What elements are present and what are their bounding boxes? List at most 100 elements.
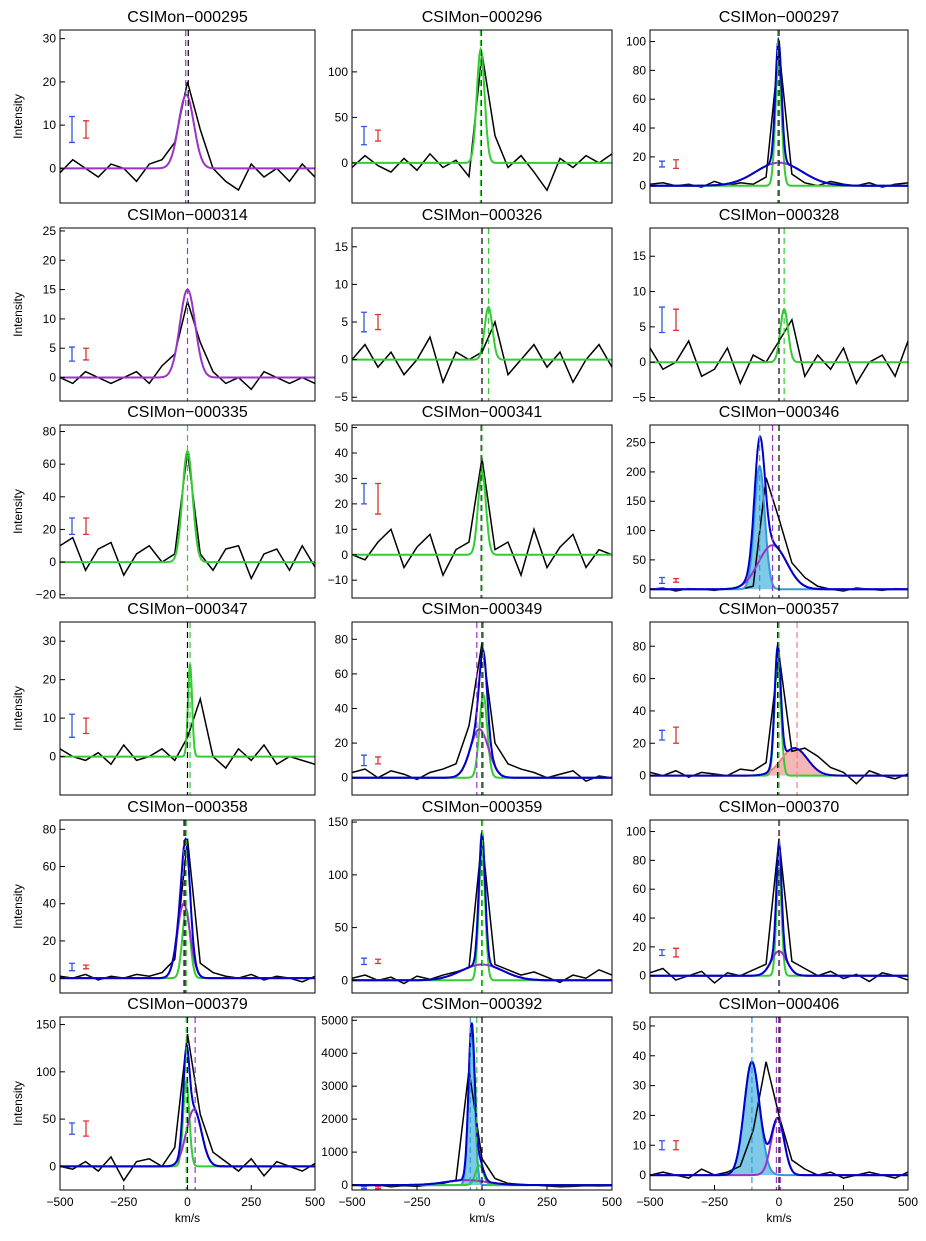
y-tick-label: 60 [633,672,647,686]
component-fit [352,468,612,556]
y-tick-label: 0 [341,1178,348,1192]
y-tick-label: 20 [43,522,57,536]
x-tick-label: 250 [833,1195,853,1209]
y-tick-label: 10 [335,522,349,536]
y-tick-label: 0 [49,555,56,569]
spectrum [352,53,612,192]
panel-title: CSIMon−000370 [719,799,840,816]
y-tick-label: 50 [335,421,349,435]
y-tick-label: 0 [341,353,348,367]
y-tick-label: 80 [43,822,57,836]
panel-title: CSIMon−000349 [422,601,543,618]
spectrum [650,838,908,984]
panel-title: CSIMon−000357 [719,601,840,618]
component-fit [352,46,612,164]
y-tick-label: 20 [43,673,57,687]
error-bar [659,1140,665,1151]
y-tick-label: 40 [633,1049,647,1063]
error-bar [69,115,75,144]
x-tick-label: −250 [110,1195,137,1209]
plot-area [352,1017,612,1190]
y-tick-label: 5 [341,315,348,329]
y-tick-label: 0 [639,355,646,369]
plot-frame [351,227,613,402]
y-tick-label: 40 [43,897,57,911]
x-tick-label: 250 [241,1195,261,1209]
y-tick-label: 100 [626,825,646,839]
error-bar [83,347,89,361]
plot-frame [649,819,909,994]
error-bar [375,482,381,515]
error-bar [673,308,679,332]
y-tick-label: 20 [335,497,349,511]
error-bar [375,313,381,331]
y-tick-label: 4000 [321,1046,348,1060]
x-tick-label: 500 [602,1195,622,1209]
y-tick-label: 80 [335,632,349,646]
error-bar [673,947,679,958]
y-tick-label: 200 [626,465,646,479]
y-tick-label: 50 [43,1112,57,1126]
component-fill [650,748,908,776]
error-bar [375,129,381,142]
plot-frame [59,29,316,204]
y-tick-label: 20 [633,736,647,750]
error-bar [659,306,665,334]
y-tick-label: 0 [639,969,646,983]
y-tick-label: 15 [43,283,57,297]
y-tick-label: 0 [639,769,646,783]
x-axis-label: km/s [175,1211,200,1225]
y-tick-label: 5000 [321,1013,348,1027]
error-bar [361,125,367,146]
y-tick-label: 20 [633,1108,647,1122]
spectrum [60,81,315,192]
plot-frame [351,29,613,204]
error-bar [659,160,665,168]
y-tick-label: 0 [639,582,646,596]
y-tick-label: 250 [626,436,646,450]
y-tick-label: 40 [43,490,57,504]
x-tick-label: 0 [479,1195,486,1209]
y-tick-label: 60 [43,457,57,471]
y-tick-label: 0 [639,179,646,193]
error-bar [69,1122,75,1135]
y-tick-label: 50 [335,921,349,935]
y-tick-label: 100 [36,1065,56,1079]
error-bar [361,1186,367,1190]
y-tick-label: 150 [328,815,348,829]
panel-title: CSIMon−000296 [422,9,543,26]
y-tick-label: 10 [43,312,57,326]
component-fit [352,305,612,361]
y-tick-label: 5 [639,320,646,334]
y-tick-label: 100 [328,65,348,79]
panel-title: CSIMon−000379 [127,996,248,1013]
error-bar [361,957,367,966]
plot-area [60,425,315,598]
spectrum [60,298,315,391]
error-bar [83,120,89,139]
x-tick-label: −500 [46,1195,73,1209]
y-tick-label: 1000 [321,1145,348,1159]
plot-frame [59,621,316,796]
panel-title: CSIMon−000314 [127,207,248,224]
y-tick-label: 5 [49,341,56,355]
plot-frame [351,621,613,796]
error-bar [69,346,75,362]
y-tick-label: 10 [43,711,57,725]
y-tick-label: −5 [632,390,646,404]
y-tick-label: 100 [626,524,646,538]
y-tick-label: 150 [36,1018,56,1032]
error-bar [83,1120,89,1137]
panel-title: CSIMon−000297 [719,9,840,26]
error-bar [659,949,665,957]
error-bar [659,729,665,741]
component-fit [60,449,315,564]
x-tick-label: 500 [898,1195,918,1209]
y-tick-label: 20 [43,253,57,267]
y-tick-label: 0 [341,771,348,785]
y-tick-label: 50 [633,1019,647,1033]
plot-frame [649,227,909,402]
y-tick-label: 40 [633,704,647,718]
y-tick-label: 150 [626,494,646,508]
plot-frame [649,621,909,796]
